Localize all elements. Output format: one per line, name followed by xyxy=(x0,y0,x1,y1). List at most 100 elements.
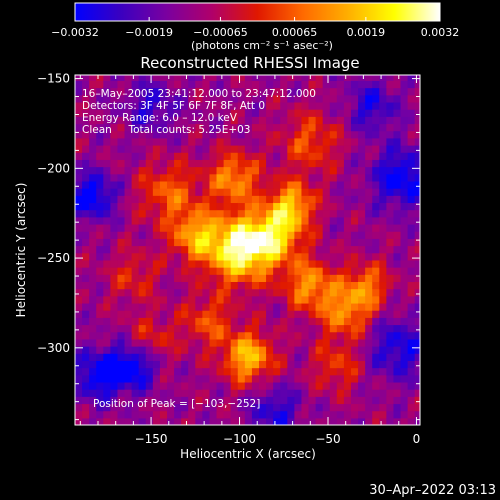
heatmap-pixel xyxy=(209,87,218,96)
heatmap-pixel xyxy=(266,180,274,189)
heatmap-pixel xyxy=(251,374,260,383)
heatmap-pixel xyxy=(181,223,189,232)
heatmap-pixel xyxy=(181,302,189,311)
heatmap-pixel xyxy=(259,231,267,239)
heatmap-pixel xyxy=(259,116,267,125)
heatmap-pixel xyxy=(96,209,104,218)
heatmap-pixel xyxy=(110,159,119,168)
heatmap-pixel xyxy=(251,396,260,405)
heatmap-pixel xyxy=(251,209,260,218)
heatmap-pixel xyxy=(110,231,119,239)
heatmap-pixel xyxy=(174,202,182,211)
x-tick-label: −150 xyxy=(135,432,168,446)
heatmap-pixel xyxy=(400,381,409,390)
heatmap-pixel xyxy=(159,123,168,132)
heatmap-pixel xyxy=(167,152,175,160)
heatmap-pixel xyxy=(287,295,295,304)
heatmap-pixel xyxy=(131,209,140,218)
heatmap-pixel xyxy=(103,389,111,397)
heatmap-pixel xyxy=(110,195,119,204)
heatmap-pixel xyxy=(117,317,126,326)
heatmap-pixel xyxy=(117,267,126,275)
heatmap-pixel xyxy=(159,101,168,110)
heatmap-pixel xyxy=(117,145,126,153)
heatmap-pixel xyxy=(75,417,83,425)
heatmap-pixel xyxy=(400,223,409,232)
heatmap-pixel xyxy=(110,353,119,361)
heatmap-pixel xyxy=(110,367,119,376)
heatmap-pixel xyxy=(138,209,147,218)
heatmap-pixel xyxy=(117,389,126,397)
heatmap-pixel xyxy=(244,180,253,189)
heatmap-pixel xyxy=(266,94,274,103)
heatmap-pixel xyxy=(294,288,303,297)
heatmap-pixel xyxy=(336,116,345,125)
heatmap-pixel xyxy=(259,87,267,96)
heatmap-pixel xyxy=(336,130,345,139)
heatmap-pixel xyxy=(131,310,140,318)
heatmap-pixel xyxy=(372,101,380,110)
heatmap-pixel xyxy=(259,101,267,110)
heatmap-pixel xyxy=(230,346,239,354)
heatmap-pixel xyxy=(266,159,274,168)
heatmap-pixel xyxy=(287,267,295,275)
heatmap-pixel xyxy=(358,188,366,196)
heatmap-pixel xyxy=(223,252,232,261)
heatmap-pixel xyxy=(244,173,253,182)
heatmap-pixel xyxy=(131,288,140,297)
heatmap-pixel xyxy=(117,331,126,340)
heatmap-pixel xyxy=(414,295,420,304)
heatmap-pixel xyxy=(195,403,203,412)
heatmap-pixel xyxy=(244,130,253,139)
heatmap-pixel xyxy=(195,338,203,347)
heatmap-pixel xyxy=(152,123,161,132)
heatmap-pixel xyxy=(273,123,281,132)
heatmap-pixel xyxy=(358,173,366,182)
heatmap-pixel xyxy=(336,137,345,146)
heatmap-pixel xyxy=(365,331,373,340)
heatmap-pixel xyxy=(315,381,324,390)
heatmap-pixel xyxy=(188,295,196,304)
heatmap-pixel xyxy=(110,216,119,225)
heatmap-pixel xyxy=(223,310,232,318)
heatmap-pixel xyxy=(329,274,338,283)
heatmap-pixel xyxy=(379,216,387,225)
heatmap-pixel xyxy=(351,267,359,275)
heatmap-pixel xyxy=(117,159,126,168)
heatmap-pixel xyxy=(195,252,203,261)
heatmap-pixel xyxy=(145,109,154,117)
heatmap-pixel xyxy=(393,324,402,333)
heatmap-pixel xyxy=(152,274,161,283)
heatmap-pixel xyxy=(96,202,104,211)
heatmap-pixel xyxy=(259,274,267,283)
heatmap-pixel xyxy=(174,195,182,204)
heatmap-pixel xyxy=(209,180,218,189)
heatmap-pixel xyxy=(336,166,345,175)
heatmap-pixel xyxy=(336,274,345,283)
heatmap-pixel xyxy=(407,159,416,168)
heatmap-pixel xyxy=(124,188,133,196)
heatmap-pixel xyxy=(103,94,111,103)
heatmap-pixel xyxy=(188,202,196,211)
heatmap-pixel xyxy=(145,324,154,333)
heatmap-pixel xyxy=(181,324,189,333)
heatmap-pixel xyxy=(237,94,246,103)
heatmap-pixel xyxy=(181,288,189,297)
heatmap-pixel xyxy=(372,216,380,225)
heatmap-pixel xyxy=(75,130,83,139)
heatmap-pixel xyxy=(138,396,147,405)
heatmap-pixel xyxy=(315,288,324,297)
heatmap-pixel xyxy=(407,417,416,425)
heatmap-pixel xyxy=(287,381,295,390)
heatmap-pixel xyxy=(315,295,324,304)
heatmap-pixel xyxy=(358,216,366,225)
heatmap-pixel xyxy=(301,410,310,419)
heatmap-pixel xyxy=(329,410,338,419)
heatmap-pixel xyxy=(251,166,260,175)
heatmap-pixel xyxy=(259,216,267,225)
heatmap-pixel xyxy=(358,130,366,139)
heatmap-pixel xyxy=(237,80,246,89)
heatmap-pixel xyxy=(280,288,288,297)
heatmap-pixel xyxy=(209,216,218,225)
heatmap-pixel xyxy=(117,188,126,196)
